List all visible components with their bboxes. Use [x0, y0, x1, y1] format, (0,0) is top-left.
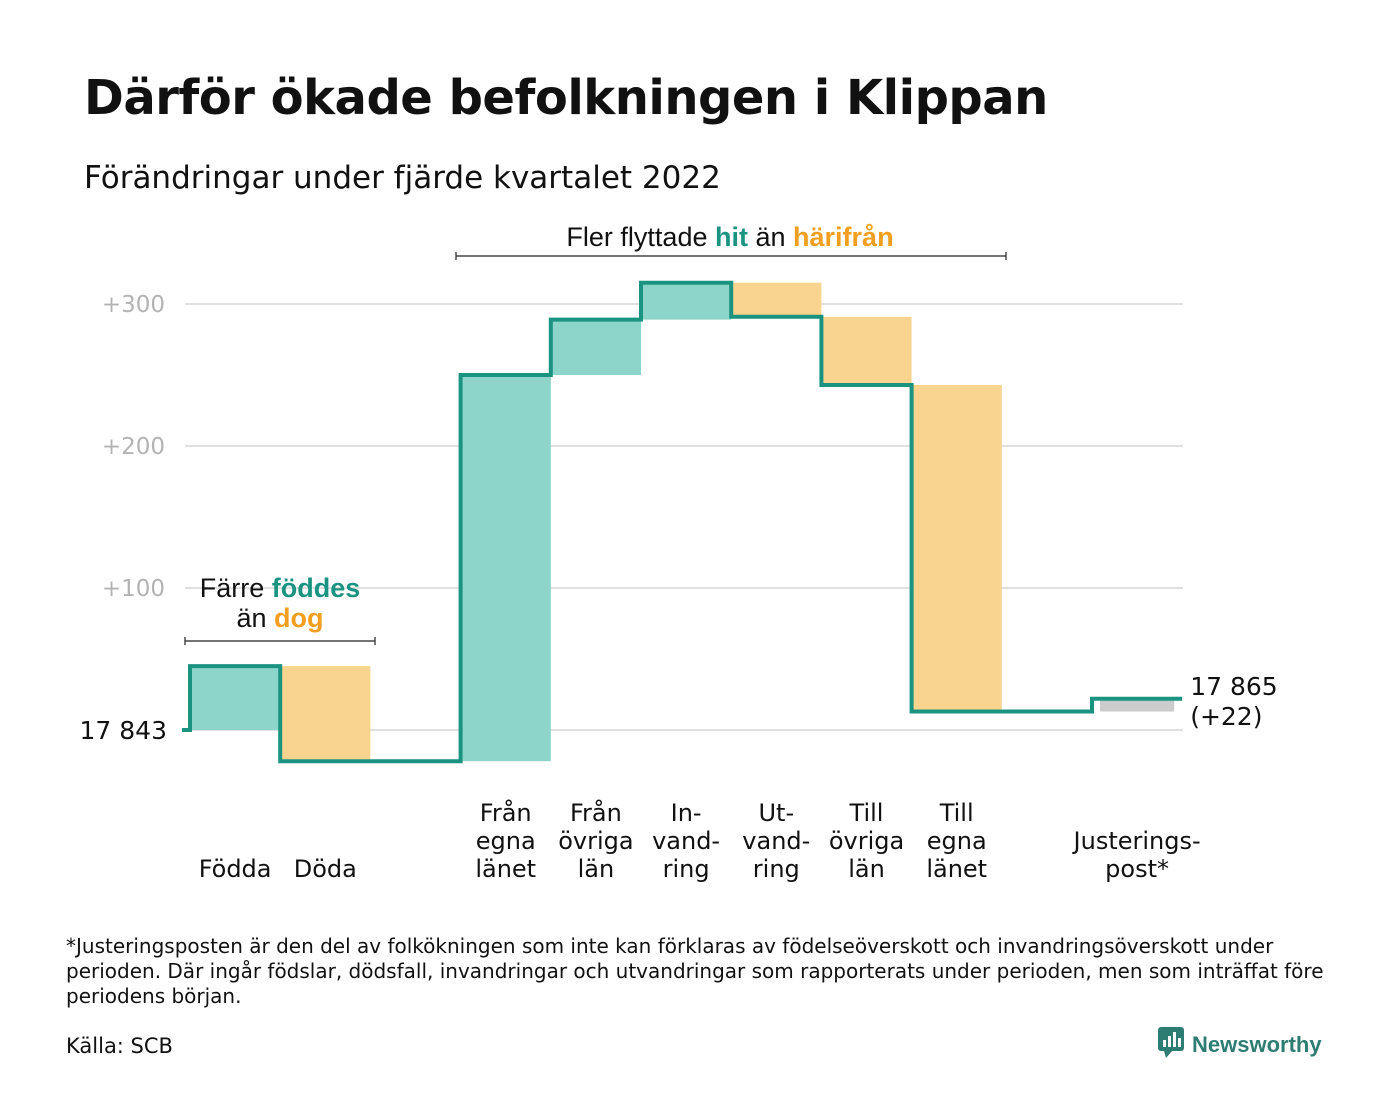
newsworthy-logo-icon: [1158, 1027, 1184, 1063]
annotation-natural-text: Färre: [200, 573, 272, 603]
category-label: vand-: [652, 827, 720, 855]
annotation-migration-bracket: [455, 252, 1007, 260]
cumulative-line: [182, 280, 1183, 764]
chart-subtitle: Förändringar under fjärde kvartalet 2022: [84, 160, 721, 196]
annotation-migration: Fler flyttade hit än härifrån: [455, 222, 1007, 260]
category-label: län: [848, 855, 885, 883]
category-label: Från: [570, 798, 622, 827]
svg-text:Fler flyttade hit än härifrån: Fler flyttade hit än härifrån: [566, 222, 893, 252]
bar-increase: [550, 319, 641, 375]
footnote: *Justeringsposten är den del av folkökni…: [66, 934, 1324, 1008]
bar-increase: [641, 282, 732, 320]
waterfall-chart: +100+200+300 Födda DödaFrånegnalänetFrånö…: [80, 222, 1278, 883]
svg-text:Färre föddes: Färre föddes: [200, 573, 361, 603]
bar-decrease: [821, 316, 912, 385]
bar-adjustment: [1100, 698, 1175, 712]
labels: Födda DödaFrånegnalänetFrånövrigalänIn-va…: [80, 672, 1278, 883]
chart-title: Därför ökade befolkningen i Klippan: [84, 70, 1048, 126]
end-change-label: (+22): [1190, 702, 1262, 731]
category-label: post*: [1105, 855, 1169, 883]
annotation-migration-highlight-away: härifrån: [793, 222, 894, 252]
category-label: Från: [480, 798, 532, 827]
y-tick-label: +300: [102, 292, 165, 318]
category-label: länet: [926, 855, 987, 883]
category-label: län: [578, 855, 615, 883]
category-label: Födda: [199, 855, 272, 883]
category-label: ring: [663, 855, 710, 883]
category-label: Ut-: [758, 799, 794, 827]
annotation-natural-highlight-born: föddes: [272, 573, 361, 603]
category-label: Döda: [294, 855, 357, 883]
y-tick-label: +200: [102, 434, 165, 460]
annotation-natural: Färre föddes än dog: [184, 573, 376, 645]
category-label: egna: [927, 827, 987, 855]
bar-decrease: [731, 282, 822, 317]
brand-name: Newsworthy: [1192, 1032, 1322, 1057]
cumulative-step-line: [182, 280, 1183, 764]
category-label: övriga: [558, 827, 633, 855]
annotation-natural-highlight-died: dog: [274, 603, 323, 633]
category-label: Till: [939, 799, 974, 827]
annotation-migration-text: Fler flyttade: [566, 222, 715, 252]
annotation-natural-bracket: [184, 637, 376, 645]
bar-decrease: [280, 666, 371, 762]
category-label: Till: [849, 799, 884, 827]
category-label: vand-: [742, 827, 810, 855]
annotation-migration-highlight-here: hit: [715, 222, 748, 252]
annotation-migration-text-2: än: [748, 222, 793, 252]
category-label: övriga: [829, 827, 904, 855]
bar-decrease: [911, 384, 1002, 712]
bar-increase: [190, 666, 281, 730]
y-tick-label: +100: [102, 576, 165, 602]
category-label: In-: [671, 799, 702, 827]
source-label: Källa: SCB: [66, 1034, 173, 1058]
svg-text:än dog: än dog: [236, 603, 323, 633]
bar-increase: [460, 375, 551, 762]
category-label: Justerings-: [1072, 827, 1201, 855]
bars: [190, 282, 1175, 762]
start-value-label: 17 843: [80, 716, 167, 745]
category-label: länet: [475, 855, 536, 883]
brand-logo: Newsworthy: [1158, 1027, 1322, 1063]
category-label: ring: [753, 855, 800, 883]
annotation-natural-text-2: än: [236, 603, 274, 633]
category-label: egna: [476, 827, 536, 855]
end-value-label: 17 865: [1190, 672, 1277, 701]
